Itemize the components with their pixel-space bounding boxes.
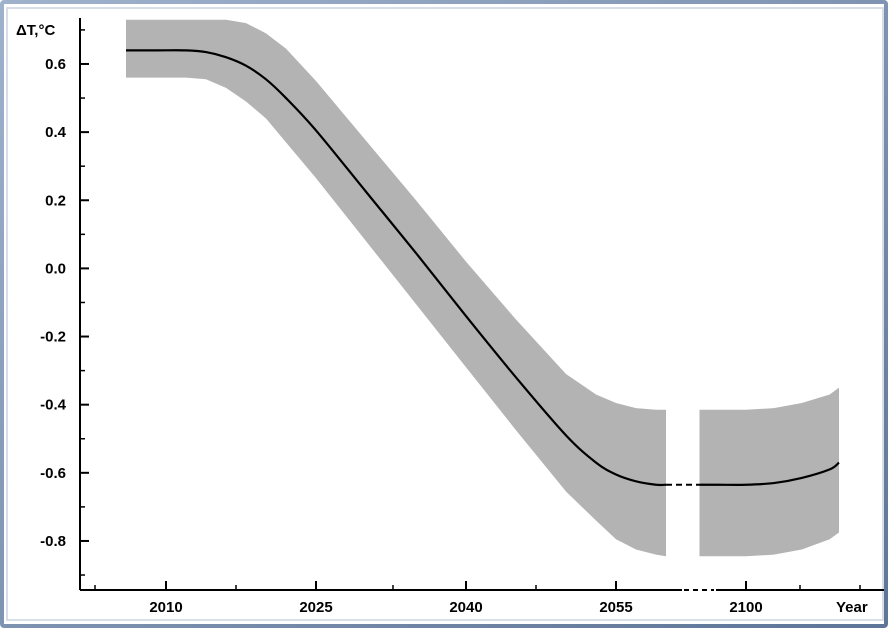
axes: 0.6 0.4 0.2 0.0 -0.2 -0.4 -0.6 -0.8 2010 2025 2040… <box>40 18 884 616</box>
x-tick-label: 2055 <box>599 599 632 616</box>
x-tick-label: 2040 <box>449 599 482 616</box>
y-tick-label: 0.4 <box>45 124 67 141</box>
plot-area <box>126 19 840 557</box>
inner-frame-shadow <box>6 7 884 621</box>
uncertainty-band-1 <box>126 19 666 557</box>
y-tick-label: 0.0 <box>45 260 66 277</box>
x-axis-title: Year <box>836 599 868 616</box>
y-tick-label: 0.2 <box>45 192 66 209</box>
y-tick-label: -0.6 <box>40 465 66 482</box>
y-tick-label: 0.6 <box>45 56 66 73</box>
x-tick-label: 2025 <box>299 599 332 616</box>
y-tick-label: -0.2 <box>40 329 66 346</box>
mean-line-1 <box>126 49 667 487</box>
y-tick-label: -0.4 <box>40 397 67 414</box>
y-axis-title: ΔT,°C <box>16 22 55 39</box>
mean-line-2 <box>699 461 840 486</box>
uncertainty-band-2 <box>699 387 839 557</box>
y-tick-label: -0.8 <box>40 533 66 550</box>
x-tick-label: 2010 <box>149 599 182 616</box>
x-tick-label: 2100 <box>729 599 762 616</box>
